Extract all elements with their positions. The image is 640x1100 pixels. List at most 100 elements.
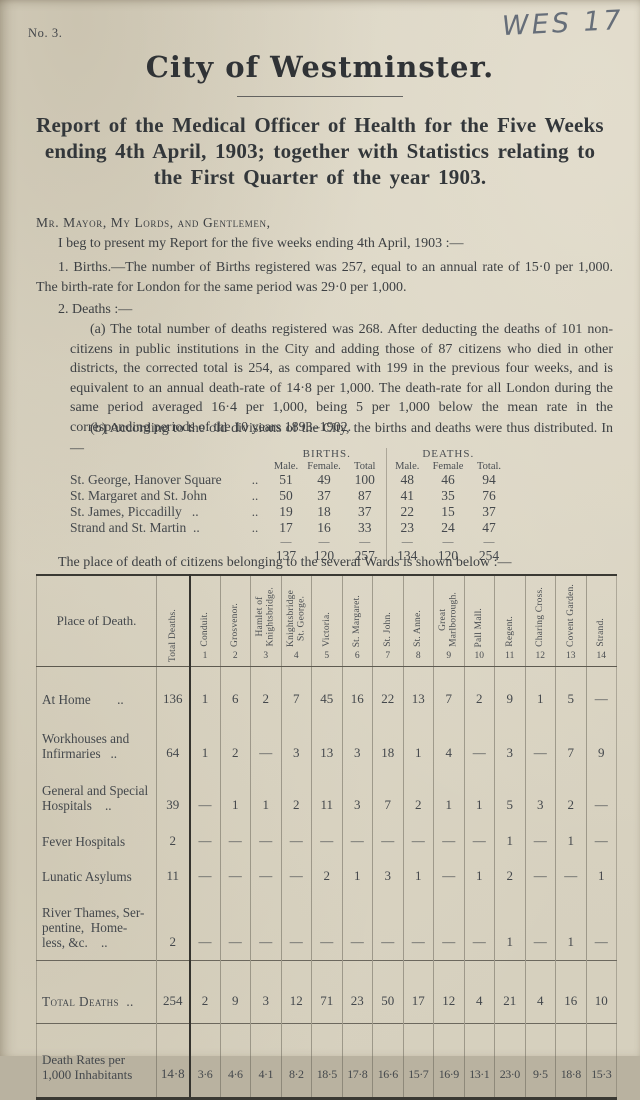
value-cell: 3·6 bbox=[188, 1023, 220, 1099]
total-deaths-header-label: Total Deaths. bbox=[167, 608, 178, 662]
ward-column-header: Grosvenor. 2 bbox=[219, 575, 251, 667]
value-cell: 16 bbox=[341, 666, 373, 717]
deaths-male-total: 134 bbox=[385, 548, 429, 564]
ward-number: 11 bbox=[505, 651, 515, 661]
district-name: St. George, Hanover Square bbox=[70, 472, 222, 487]
handwritten-ref: WES 17 bbox=[501, 4, 625, 43]
table-row: Lunatic Asylums 11 — — — — 2 1 3 1 — 1 2… bbox=[37, 854, 617, 890]
value-cell: 1 bbox=[219, 771, 251, 823]
births-total-value: 37 bbox=[358, 504, 372, 519]
deaths-male-header: Male. bbox=[385, 460, 429, 472]
wards-table: Place of Death. Total Deaths. Conduit. 1 … bbox=[36, 574, 617, 1100]
value-cell: — bbox=[524, 717, 556, 771]
births-female-value: 49 bbox=[317, 472, 331, 487]
row-label: Workhouses and Infirmaries .. bbox=[42, 731, 130, 761]
row-label: Death Rates per 1,000 Inhabitants bbox=[36, 1023, 157, 1099]
ward-label: Covent Garden. bbox=[565, 584, 576, 647]
total-cell: 64 bbox=[156, 717, 190, 771]
value-cell: 2 bbox=[463, 666, 495, 717]
district-row: St. Margaret and St. John .. 50 37 87 41… bbox=[70, 488, 510, 504]
value-cell: — bbox=[341, 823, 373, 854]
value-cell: 1 bbox=[188, 717, 220, 771]
ward-number: 10 bbox=[474, 651, 485, 661]
ward-column-header: Knightsbridge St. George. 4 bbox=[280, 575, 312, 667]
value-cell: — bbox=[372, 890, 403, 961]
value-cell: 23·0 bbox=[494, 1023, 525, 1099]
value-cell: 1 bbox=[341, 854, 373, 890]
intro-line: I beg to present my Report for the five … bbox=[58, 236, 464, 251]
births-total-value: 100 bbox=[354, 472, 375, 487]
births-male-value: 19 bbox=[279, 504, 293, 519]
district-row: Strand and St. Martin .. .. 17 16 33 23 … bbox=[70, 520, 510, 536]
sum-rule: — bbox=[442, 536, 454, 548]
value-cell: 1 bbox=[188, 666, 220, 717]
deaths-male-value: 23 bbox=[385, 520, 429, 536]
value-cell: 2 bbox=[188, 960, 220, 1024]
deaths-female-value: 24 bbox=[441, 520, 455, 535]
ward-number: 13 bbox=[566, 651, 576, 661]
table-row: Fever Hospitals 2 — — — — — — — — — — 1 … bbox=[37, 823, 617, 854]
table-row: General and Special Hospitals .. 39 — 1 … bbox=[37, 771, 617, 823]
value-cell: 3 bbox=[524, 771, 556, 823]
sum-rule: — bbox=[385, 536, 429, 548]
value-cell: — bbox=[250, 890, 281, 961]
ward-label: Strand. bbox=[596, 618, 606, 647]
value-cell: 18·8 bbox=[555, 1023, 586, 1099]
total-cell: 136 bbox=[156, 666, 190, 717]
ward-label: Great Marlborough. bbox=[438, 592, 459, 647]
deaths-male-value: 22 bbox=[385, 504, 429, 520]
value-cell: — bbox=[524, 854, 556, 890]
value-cell: 7 bbox=[280, 666, 312, 717]
value-cell: — bbox=[280, 823, 312, 854]
value-cell: 3 bbox=[372, 854, 403, 890]
value-cell: 15·3 bbox=[585, 1023, 617, 1099]
death-rates-row: Death Rates per 1,000 Inhabitants 14·8 3… bbox=[36, 1023, 617, 1099]
group-header-row: BIRTHS. DEATHS. bbox=[70, 448, 511, 460]
value-cell: 1 bbox=[555, 890, 586, 961]
value-cell: 8·2 bbox=[280, 1023, 312, 1099]
value-cell: 11 bbox=[311, 771, 342, 823]
value-cell: 1 bbox=[585, 854, 617, 890]
ward-label: St. Margaret. bbox=[352, 594, 362, 647]
births-male-total: 137 bbox=[275, 548, 297, 563]
value-cell: 9 bbox=[219, 960, 251, 1024]
ward-number: 2 bbox=[232, 651, 238, 661]
title-rule bbox=[237, 96, 403, 97]
ward-number: 14 bbox=[596, 651, 607, 661]
row-label: General and Special Hospitals .. bbox=[42, 783, 149, 813]
document-title: City of Westminster. bbox=[145, 50, 495, 84]
ward-label: Grosvenor. bbox=[230, 603, 240, 647]
value-cell: 7 bbox=[555, 717, 586, 771]
table-row: Workhouses and Infirmaries .. 64 1 2 — 3… bbox=[37, 717, 617, 771]
deaths-total-value: 47 bbox=[482, 520, 496, 535]
value-cell: 4 bbox=[433, 717, 464, 771]
ward-number: 5 bbox=[324, 651, 330, 661]
value-cell: 1 bbox=[494, 890, 525, 961]
value-cell: 4 bbox=[524, 960, 556, 1024]
value-cell: 1 bbox=[402, 717, 434, 771]
deaths-group-header: DEATHS. bbox=[385, 448, 511, 460]
births-female-header: Female. bbox=[307, 460, 341, 472]
value-cell: 3 bbox=[280, 717, 312, 771]
births-female-value: 37 bbox=[317, 488, 331, 503]
deaths-heading: 2. Deaths :— bbox=[58, 302, 133, 317]
total-cell: 254 bbox=[156, 960, 190, 1024]
total-cell: 14·8 bbox=[156, 1023, 190, 1099]
leader-dots: .. bbox=[251, 488, 259, 503]
sum-rule: — bbox=[318, 536, 330, 548]
row-label: At Home .. bbox=[42, 692, 124, 707]
value-cell: — bbox=[402, 823, 434, 854]
value-cell: — bbox=[188, 771, 220, 823]
value-cell: 2 bbox=[555, 771, 586, 823]
value-cell: — bbox=[311, 823, 342, 854]
births-paragraph: 1. Births.—The number of Births register… bbox=[36, 260, 613, 295]
value-cell: 16·9 bbox=[433, 1023, 464, 1099]
births-male-header: Male. bbox=[273, 460, 299, 472]
ward-column-header: St. Anne. 8 bbox=[402, 575, 434, 667]
total-cell: 11 bbox=[156, 854, 190, 890]
deaths-female-total: 120 bbox=[437, 548, 459, 563]
births-total-value: 87 bbox=[358, 488, 372, 503]
value-cell: 9 bbox=[494, 666, 525, 717]
table-row: At Home .. 136 1 6 2 7 45 16 22 13 7 2 9… bbox=[37, 666, 617, 717]
ward-label: Knightsbridge St. George. bbox=[285, 590, 307, 647]
